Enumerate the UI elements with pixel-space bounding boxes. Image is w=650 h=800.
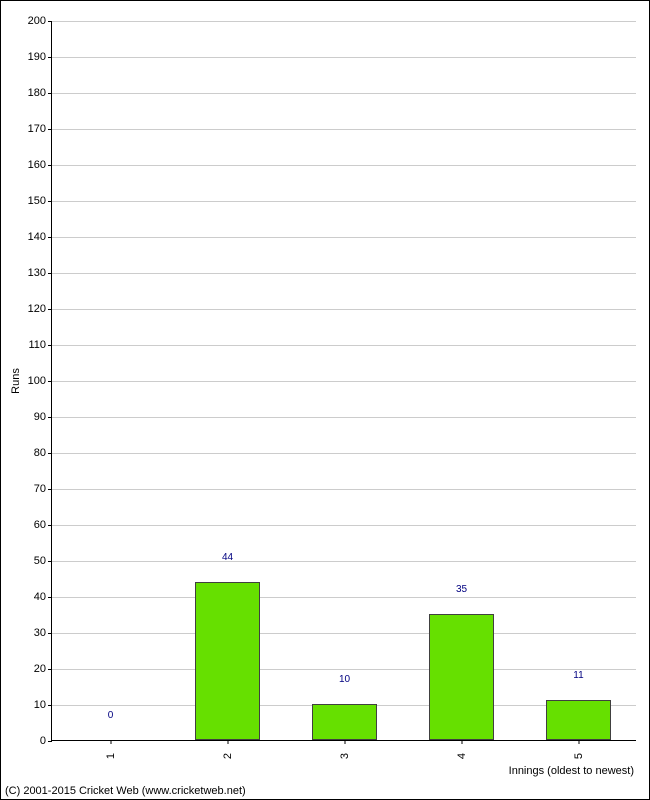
y-tick-label: 90 — [34, 411, 46, 423]
gridline — [52, 381, 636, 382]
x-axis-label: Innings (oldest to newest) — [509, 765, 634, 777]
y-tick-label: 0 — [40, 735, 46, 747]
gridline — [52, 21, 636, 22]
gridline — [52, 165, 636, 166]
y-tick-mark — [48, 309, 52, 310]
gridline — [52, 309, 636, 310]
y-tick-mark — [48, 273, 52, 274]
gridline — [52, 345, 636, 346]
bar — [312, 704, 376, 740]
x-tick-mark — [110, 740, 111, 744]
copyright-text: (C) 2001-2015 Cricket Web (www.cricketwe… — [5, 785, 246, 797]
y-tick-mark — [48, 453, 52, 454]
y-tick-label: 10 — [34, 699, 46, 711]
gridline — [52, 417, 636, 418]
bar-value-label: 44 — [222, 552, 233, 567]
y-tick-mark — [48, 741, 52, 742]
y-tick-label: 110 — [28, 339, 46, 351]
y-tick-mark — [48, 705, 52, 706]
y-tick-label: 130 — [28, 267, 46, 279]
x-tick-label: 1 — [105, 753, 117, 759]
gridline — [52, 525, 636, 526]
bar — [195, 582, 259, 740]
gridline — [52, 273, 636, 274]
y-tick-label: 140 — [28, 231, 46, 243]
gridline — [52, 453, 636, 454]
x-tick-mark — [227, 740, 228, 744]
y-tick-mark — [48, 201, 52, 202]
y-tick-label: 60 — [34, 519, 46, 531]
y-tick-label: 70 — [34, 483, 46, 495]
x-tick-mark — [578, 740, 579, 744]
bar — [429, 614, 493, 740]
bar — [546, 700, 610, 740]
bar-value-label: 10 — [339, 674, 350, 689]
y-tick-mark — [48, 129, 52, 130]
y-tick-mark — [48, 597, 52, 598]
bar-value-label: 35 — [456, 584, 467, 599]
x-tick-label: 2 — [222, 753, 234, 759]
x-tick-label: 3 — [339, 753, 351, 759]
y-tick-label: 120 — [28, 303, 46, 315]
x-tick-mark — [344, 740, 345, 744]
y-tick-mark — [48, 669, 52, 670]
y-tick-mark — [48, 21, 52, 22]
bar-value-label: 11 — [573, 670, 583, 685]
y-tick-mark — [48, 93, 52, 94]
x-tick-label: 5 — [573, 753, 585, 759]
y-tick-label: 80 — [34, 447, 46, 459]
gridline — [52, 57, 636, 58]
gridline — [52, 201, 636, 202]
y-tick-mark — [48, 417, 52, 418]
y-tick-label: 200 — [28, 15, 46, 27]
y-tick-mark — [48, 237, 52, 238]
y-tick-label: 190 — [28, 51, 46, 63]
gridline — [52, 597, 636, 598]
x-tick-label: 4 — [456, 753, 468, 759]
y-tick-mark — [48, 489, 52, 490]
y-tick-mark — [48, 633, 52, 634]
gridline — [52, 561, 636, 562]
plot-area: 0102030405060708090100110120130140150160… — [51, 21, 636, 741]
y-tick-mark — [48, 561, 52, 562]
y-tick-mark — [48, 381, 52, 382]
y-tick-mark — [48, 57, 52, 58]
y-tick-label: 40 — [34, 591, 46, 603]
y-tick-label: 30 — [34, 627, 46, 639]
y-tick-label: 160 — [28, 159, 46, 171]
x-tick-mark — [461, 740, 462, 744]
y-tick-label: 170 — [28, 123, 46, 135]
y-tick-mark — [48, 525, 52, 526]
y-tick-mark — [48, 165, 52, 166]
bar-value-label: 0 — [108, 710, 114, 725]
y-tick-label: 50 — [34, 555, 46, 567]
chart-container: 0102030405060708090100110120130140150160… — [0, 0, 650, 800]
y-tick-label: 180 — [28, 87, 46, 99]
y-axis-label: Runs — [10, 368, 22, 394]
y-tick-label: 100 — [28, 375, 46, 387]
y-tick-label: 150 — [28, 195, 46, 207]
y-tick-mark — [48, 345, 52, 346]
y-tick-label: 20 — [34, 663, 46, 675]
gridline — [52, 93, 636, 94]
gridline — [52, 633, 636, 634]
gridline — [52, 669, 636, 670]
gridline — [52, 237, 636, 238]
gridline — [52, 489, 636, 490]
gridline — [52, 129, 636, 130]
